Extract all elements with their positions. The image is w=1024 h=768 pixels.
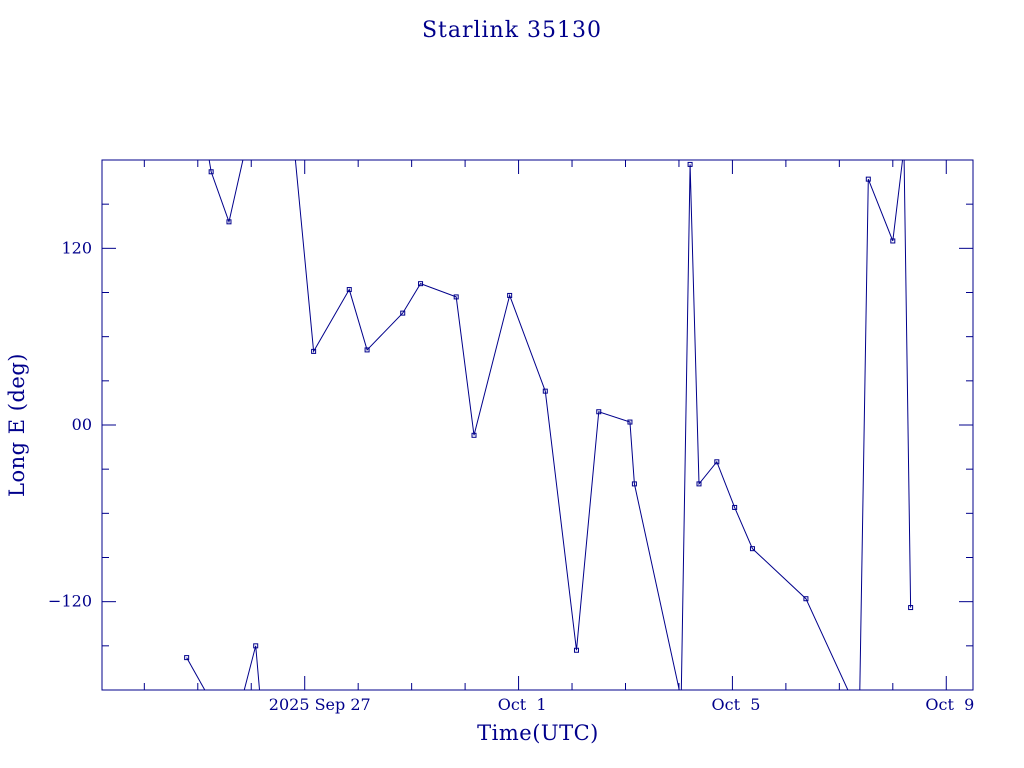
data-point (364, 347, 370, 353)
y-tick-label: 00 (72, 415, 92, 434)
series-line (208, 160, 912, 690)
data-point (453, 294, 459, 300)
plot-area (184, 160, 914, 690)
series-line-wrap (243, 645, 261, 690)
data-point (908, 605, 914, 611)
data-point (253, 643, 259, 649)
data-point (184, 655, 190, 661)
y-tick-label: −120 (48, 592, 92, 611)
data-point (418, 281, 424, 287)
plot-frame (101, 159, 974, 691)
x-tick-label: Oct 1 (498, 695, 547, 714)
data-point (749, 546, 755, 552)
data-point (226, 219, 232, 225)
x-tick-label: Oct 9 (925, 695, 974, 714)
x-tick-label: 2025 Sep 27 (269, 695, 371, 714)
data-point (507, 292, 513, 298)
data-point (714, 459, 720, 465)
tick-labels: 120 00 −120 2025 Sep 27 Oct 1 Oct 5 Oct 9 (48, 238, 974, 714)
data-point (627, 419, 633, 425)
data-point (573, 647, 579, 653)
data-point (687, 161, 693, 167)
data-point (732, 504, 738, 510)
y-axis-title: Long E (deg) (5, 353, 29, 497)
data-point (631, 481, 637, 487)
series-line-wrap (186, 657, 206, 690)
y-tick-label: 120 (61, 238, 92, 257)
data-point (400, 310, 406, 316)
data-point (803, 596, 809, 602)
data-point (696, 481, 702, 487)
data-point (865, 176, 871, 182)
data-point (471, 432, 477, 438)
data-point (346, 287, 352, 293)
chart-title: Starlink 35130 (422, 18, 602, 43)
data-point (596, 409, 602, 415)
axis-ticks (102, 159, 973, 691)
data-point (208, 169, 214, 175)
data-point (311, 348, 317, 354)
x-tick-label: Oct 5 (712, 695, 761, 714)
x-axis-title: Time(UTC) (477, 721, 599, 745)
data-point (542, 388, 548, 394)
data-point (890, 238, 896, 244)
